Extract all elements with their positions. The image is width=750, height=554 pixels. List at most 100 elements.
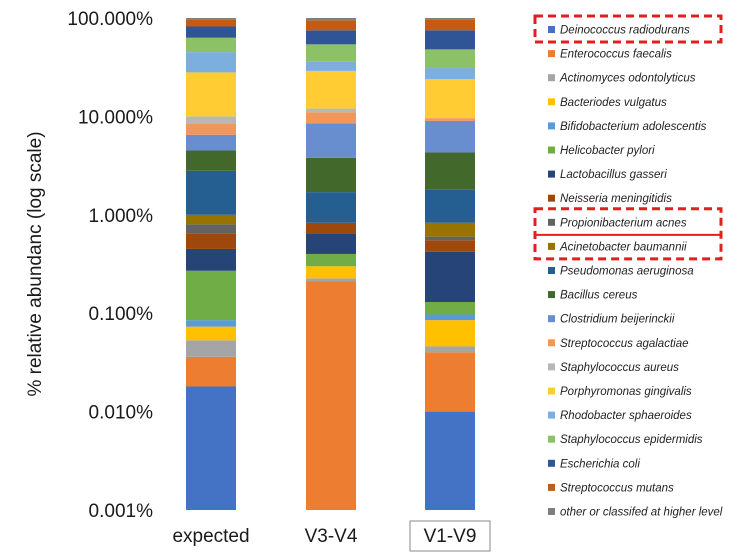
bar-segment bbox=[425, 78, 475, 119]
legend-swatch bbox=[548, 508, 555, 515]
y-tick-label: 0.010% bbox=[89, 403, 154, 424]
bar-segment bbox=[425, 240, 475, 252]
bar-segment bbox=[425, 30, 475, 50]
bar-segment bbox=[425, 19, 475, 31]
legend-label: other or classifed at higher level bbox=[560, 507, 723, 519]
bar-segment bbox=[425, 18, 475, 20]
bar-segment bbox=[186, 134, 236, 151]
legend-swatch bbox=[548, 50, 555, 58]
bar-segment bbox=[306, 278, 356, 282]
legend-label: Bifidobacterium adolescentis bbox=[560, 121, 707, 133]
legend-swatch bbox=[548, 459, 555, 467]
bar-segment bbox=[425, 352, 475, 412]
bar-segment bbox=[425, 314, 475, 321]
bar-segment bbox=[186, 340, 236, 357]
legend-label: Porphyromonas gingivalis bbox=[560, 386, 692, 398]
legend-swatch bbox=[548, 339, 555, 347]
bar-segment bbox=[425, 301, 475, 315]
legend-label: Actinomyces odontolyticus bbox=[559, 73, 696, 85]
bar-segment bbox=[425, 222, 475, 237]
y-axis-label: % relative abundanc (log scale) bbox=[25, 131, 46, 396]
legend-swatch bbox=[548, 435, 555, 443]
legend: Deinococcus radiodurans Enterococcus faec… bbox=[533, 14, 723, 519]
bar-segment bbox=[425, 49, 475, 69]
bar-segment bbox=[306, 266, 356, 279]
legend-label: Pseudomonas aeruginosa bbox=[560, 266, 694, 278]
bar-segment bbox=[186, 214, 236, 225]
bar-segment bbox=[306, 44, 356, 62]
legend-label: Streptococcus mutans bbox=[560, 482, 674, 494]
legend-swatch bbox=[548, 146, 555, 154]
legend-label: Clostridium beijerinckii bbox=[560, 314, 675, 326]
bar-segment bbox=[425, 118, 475, 121]
y-tick-label: 10.000% bbox=[78, 107, 153, 128]
x-tick-labels: expected V3-V4 V1-V9 bbox=[172, 520, 491, 552]
bar-segment bbox=[186, 18, 236, 20]
bar-segment bbox=[306, 20, 356, 31]
bar-segment bbox=[186, 356, 236, 387]
bar-segment bbox=[306, 108, 356, 113]
bar-segment bbox=[186, 52, 236, 73]
legend-label: Bacillus cereus bbox=[560, 290, 638, 302]
bar-segment bbox=[186, 150, 236, 171]
legend-highlight-box bbox=[533, 14, 723, 44]
bar-segment bbox=[306, 70, 356, 109]
bar-segment bbox=[425, 236, 475, 241]
legend-label: Escherichia coli bbox=[560, 458, 640, 470]
bar-segment bbox=[425, 68, 475, 79]
bar-segment bbox=[306, 192, 356, 223]
legend-label: Streptococcus agalactiae bbox=[560, 338, 689, 350]
bar-segment bbox=[186, 233, 236, 249]
bar-segment bbox=[186, 326, 236, 341]
bar-segment bbox=[186, 386, 236, 510]
bar-segment bbox=[425, 251, 475, 302]
y-tick-label: 0.001% bbox=[89, 501, 154, 522]
bar-segment bbox=[425, 152, 475, 190]
bar-segment bbox=[186, 270, 236, 321]
bar-segment bbox=[306, 18, 356, 21]
bar-segment bbox=[306, 112, 356, 124]
legend-label: Lactobacillus gasseri bbox=[560, 169, 667, 181]
bar-segment bbox=[186, 37, 236, 53]
bar-segment bbox=[306, 233, 356, 254]
bar-segment bbox=[425, 346, 475, 353]
legend-swatch bbox=[548, 122, 555, 130]
legend-label: Propionibacterium acnes bbox=[560, 217, 687, 229]
legend-swatch bbox=[548, 387, 555, 395]
legend-label: Staphylococcus aureus bbox=[560, 362, 679, 374]
legend-swatch bbox=[548, 98, 555, 106]
bar-segment bbox=[425, 189, 475, 223]
legend-label: Bacteriodes vulgatus bbox=[560, 97, 667, 109]
x-tick-label: V1-V9 bbox=[424, 526, 477, 547]
legend-label: Deinococcus radiodurans bbox=[560, 25, 690, 37]
legend-swatch bbox=[548, 242, 555, 250]
y-tick-label: 100.000% bbox=[67, 9, 153, 30]
bar-segment bbox=[186, 19, 236, 27]
bar-segment bbox=[186, 170, 236, 215]
bars bbox=[186, 18, 475, 510]
legend-swatch bbox=[548, 363, 555, 371]
bar-segment bbox=[186, 123, 236, 135]
legend-swatch bbox=[548, 194, 555, 202]
bar-segment bbox=[425, 120, 475, 153]
legend-label: Helicobacter pylori bbox=[560, 145, 655, 157]
x-tick-label: V3-V4 bbox=[305, 526, 358, 547]
bar-segment bbox=[186, 72, 236, 117]
bar-segment bbox=[186, 224, 236, 234]
bar-segment bbox=[306, 157, 356, 193]
legend-label: Acinetobacter baumannii bbox=[559, 241, 687, 253]
legend-label: Enterococcus faecalis bbox=[560, 49, 672, 61]
legend-swatch bbox=[548, 315, 555, 323]
bar-segment bbox=[306, 61, 356, 71]
legend-swatch bbox=[548, 291, 555, 299]
y-tick-labels: 0.001% 0.010% 0.100% 1.000% 10.000% 100.000% bbox=[67, 9, 153, 522]
legend-swatch bbox=[548, 218, 555, 226]
legend-swatch bbox=[548, 74, 555, 82]
legend-swatch bbox=[548, 267, 555, 274]
legend-swatch bbox=[548, 170, 555, 178]
legend-swatch bbox=[548, 483, 555, 491]
bar-segment bbox=[306, 30, 356, 45]
bar-segment bbox=[306, 281, 356, 510]
y-tick-label: 0.100% bbox=[89, 304, 154, 325]
